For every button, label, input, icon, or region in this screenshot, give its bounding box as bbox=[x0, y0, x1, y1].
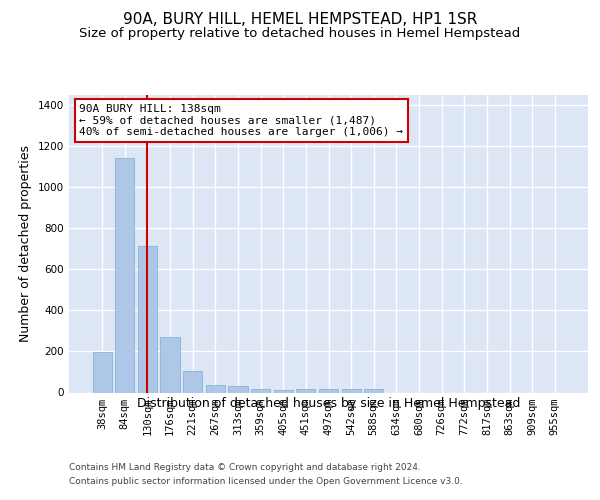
Bar bbox=[138, 246, 157, 392]
Text: Size of property relative to detached houses in Hemel Hempstead: Size of property relative to detached ho… bbox=[79, 28, 521, 40]
Text: Contains public sector information licensed under the Open Government Licence v3: Contains public sector information licen… bbox=[69, 478, 463, 486]
Bar bbox=[183, 371, 202, 392]
Bar bbox=[92, 352, 112, 393]
Y-axis label: Number of detached properties: Number of detached properties bbox=[19, 145, 32, 342]
Bar bbox=[296, 390, 316, 392]
Bar bbox=[274, 390, 293, 392]
Text: 90A, BURY HILL, HEMEL HEMPSTEAD, HP1 1SR: 90A, BURY HILL, HEMEL HEMPSTEAD, HP1 1SR bbox=[123, 12, 477, 28]
Bar bbox=[319, 390, 338, 392]
Bar bbox=[160, 337, 180, 392]
Bar bbox=[364, 390, 383, 392]
Bar bbox=[229, 386, 248, 392]
Bar bbox=[115, 158, 134, 392]
Bar bbox=[206, 386, 225, 392]
Text: 90A BURY HILL: 138sqm
← 59% of detached houses are smaller (1,487)
40% of semi-d: 90A BURY HILL: 138sqm ← 59% of detached … bbox=[79, 104, 403, 137]
Text: Contains HM Land Registry data © Crown copyright and database right 2024.: Contains HM Land Registry data © Crown c… bbox=[69, 462, 421, 471]
Bar bbox=[251, 390, 270, 392]
Bar bbox=[341, 390, 361, 392]
Text: Distribution of detached houses by size in Hemel Hempstead: Distribution of detached houses by size … bbox=[137, 398, 520, 410]
